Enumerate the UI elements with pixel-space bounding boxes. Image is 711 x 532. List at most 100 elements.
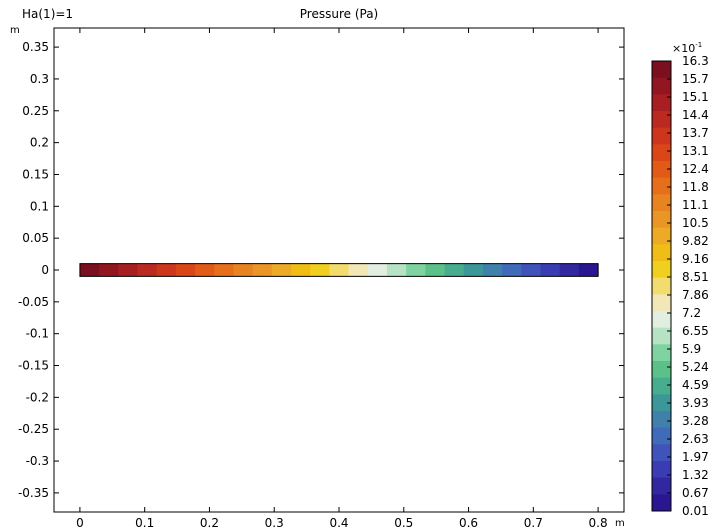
colorbar-segment-20 (652, 394, 671, 412)
y-tick-label-10: -0.15 (18, 359, 49, 373)
colorbar-label-3: 14.4 (682, 108, 709, 122)
colorbar-segment-4 (652, 127, 671, 145)
colorbar-label-16: 5.9 (682, 342, 701, 356)
colorbar-segment-3 (652, 111, 671, 129)
y-tick-label-11: -0.2 (26, 390, 49, 404)
field-cell-21 (482, 263, 503, 277)
field-cell-14 (348, 263, 369, 277)
field-cell-22 (502, 263, 522, 277)
x-tick-label-3: 0.3 (265, 516, 284, 530)
colorbar-frame (651, 60, 672, 512)
colorbar-label-5: 13.1 (682, 144, 709, 158)
colorbar-segment-16 (652, 327, 671, 345)
x-tick-label-7: 0.7 (524, 516, 543, 530)
colorbar-segment-19 (652, 377, 671, 395)
colorbar-segment-10 (652, 227, 671, 245)
y-tick-label-5: 0.1 (30, 199, 49, 213)
colorbar-label-14: 7.2 (682, 306, 701, 320)
y-tick-label-8: -0.05 (18, 295, 49, 309)
colorbar-segment-13 (652, 277, 671, 295)
x-tick-label-5: 0.5 (394, 516, 413, 530)
colorbar-segment-22 (652, 427, 671, 445)
y-tick-label-14: -0.35 (18, 486, 49, 500)
field-cell-26 (578, 263, 599, 277)
field-cell-4 (156, 263, 177, 277)
field-cell-25 (559, 263, 580, 277)
field-cell-15 (367, 263, 388, 277)
x-tick-label-6: 0.6 (459, 516, 478, 530)
field-cell-11 (291, 263, 311, 277)
colorbar-label-9: 10.5 (682, 216, 709, 230)
colorbar-label-0: 16.3 (682, 54, 709, 68)
colorbar-label-10: 9.82 (682, 234, 709, 248)
colorbar-segment-7 (652, 177, 671, 195)
y-tick-label-0: 0.35 (22, 40, 49, 54)
pressure-field (79, 263, 599, 277)
domain-outline (79, 263, 599, 277)
field-cell-13 (329, 263, 350, 277)
colorbar-label-22: 1.97 (682, 450, 709, 464)
colorbar-segment-11 (652, 244, 671, 262)
colorbar-segment-5 (652, 144, 671, 162)
field-cell-10 (271, 263, 292, 277)
field-cell-18 (425, 263, 446, 277)
y-tick-label-13: -0.3 (26, 454, 49, 468)
colorbar-label-2: 15.1 (682, 90, 709, 104)
colorbar-segment-6 (652, 161, 671, 179)
colorbar-segment-18 (652, 361, 671, 379)
y-tick-label-9: -0.1 (26, 327, 49, 341)
colorbar-label-21: 2.63 (682, 432, 709, 446)
x-tick-label-0: 0 (76, 516, 84, 530)
field-cell-3 (137, 263, 158, 277)
colorbar-multiplier: ×10-1 (672, 41, 702, 55)
colorbar-label-4: 13.7 (682, 126, 709, 140)
colorbar-label-7: 11.8 (682, 180, 709, 194)
parameter-label: Ha(1)=1 (22, 7, 73, 21)
y-tick-label-1: 0.3 (30, 72, 49, 86)
field-cell-9 (252, 263, 273, 277)
colorbar-label-17: 5.24 (682, 360, 709, 374)
x-tick-label-2: 0.2 (200, 516, 219, 530)
y-tick-label-7: 0 (41, 263, 49, 277)
colorbar-segment-8 (652, 194, 671, 212)
field-cell-7 (214, 263, 234, 277)
colorbar-segment-2 (652, 94, 671, 112)
colorbar-segment-25 (652, 477, 671, 495)
field-cell-6 (195, 263, 215, 277)
colorbar-label-24: 0.67 (682, 486, 709, 500)
x-tick-label-1: 0.1 (135, 516, 154, 530)
y-unit-label: m (10, 25, 20, 36)
y-tick-label-6: 0.05 (22, 231, 49, 245)
colorbar (651, 60, 672, 512)
field-cell-19 (444, 263, 465, 277)
field-cell-1 (99, 263, 119, 277)
colorbar-segment-1 (652, 77, 671, 95)
colorbar-labels: 16.3 15.7 15.1 14.4 13.7 13.1 12.4 11.8 11.1 10.5… (667, 54, 709, 518)
field-cell-17 (406, 263, 426, 277)
field-cell-5 (175, 263, 196, 277)
colorbar-label-15: 6.55 (682, 324, 709, 338)
field-cell-2 (118, 263, 138, 277)
colorbar-segment-12 (652, 261, 671, 279)
field-cell-12 (310, 263, 330, 277)
colorbar-label-23: 1.32 (682, 468, 709, 482)
colorbar-segment-26 (652, 494, 671, 512)
colorbar-segment-9 (652, 211, 671, 229)
colorbar-segment-23 (652, 444, 671, 462)
colorbar-label-13: 7.86 (682, 288, 709, 302)
colorbar-segment-14 (652, 294, 671, 312)
x-tick-label-8: 0.8 (589, 516, 608, 530)
colorbar-label-18: 4.59 (682, 378, 709, 392)
field-cell-20 (463, 263, 484, 277)
colorbar-label-8: 11.1 (682, 198, 709, 212)
colorbar-label-19: 3.93 (682, 396, 709, 410)
field-cell-0 (79, 263, 100, 277)
y-tick-label-12: -0.25 (18, 422, 49, 436)
colorbar-segment-17 (652, 344, 671, 362)
y-tick-label-3: 0.2 (30, 136, 49, 150)
colorbar-segment-21 (652, 411, 671, 429)
x-tick-label-4: 0.4 (329, 516, 348, 530)
colorbar-label-25: 0.01 (682, 504, 709, 518)
colorbar-segment-15 (652, 311, 671, 329)
